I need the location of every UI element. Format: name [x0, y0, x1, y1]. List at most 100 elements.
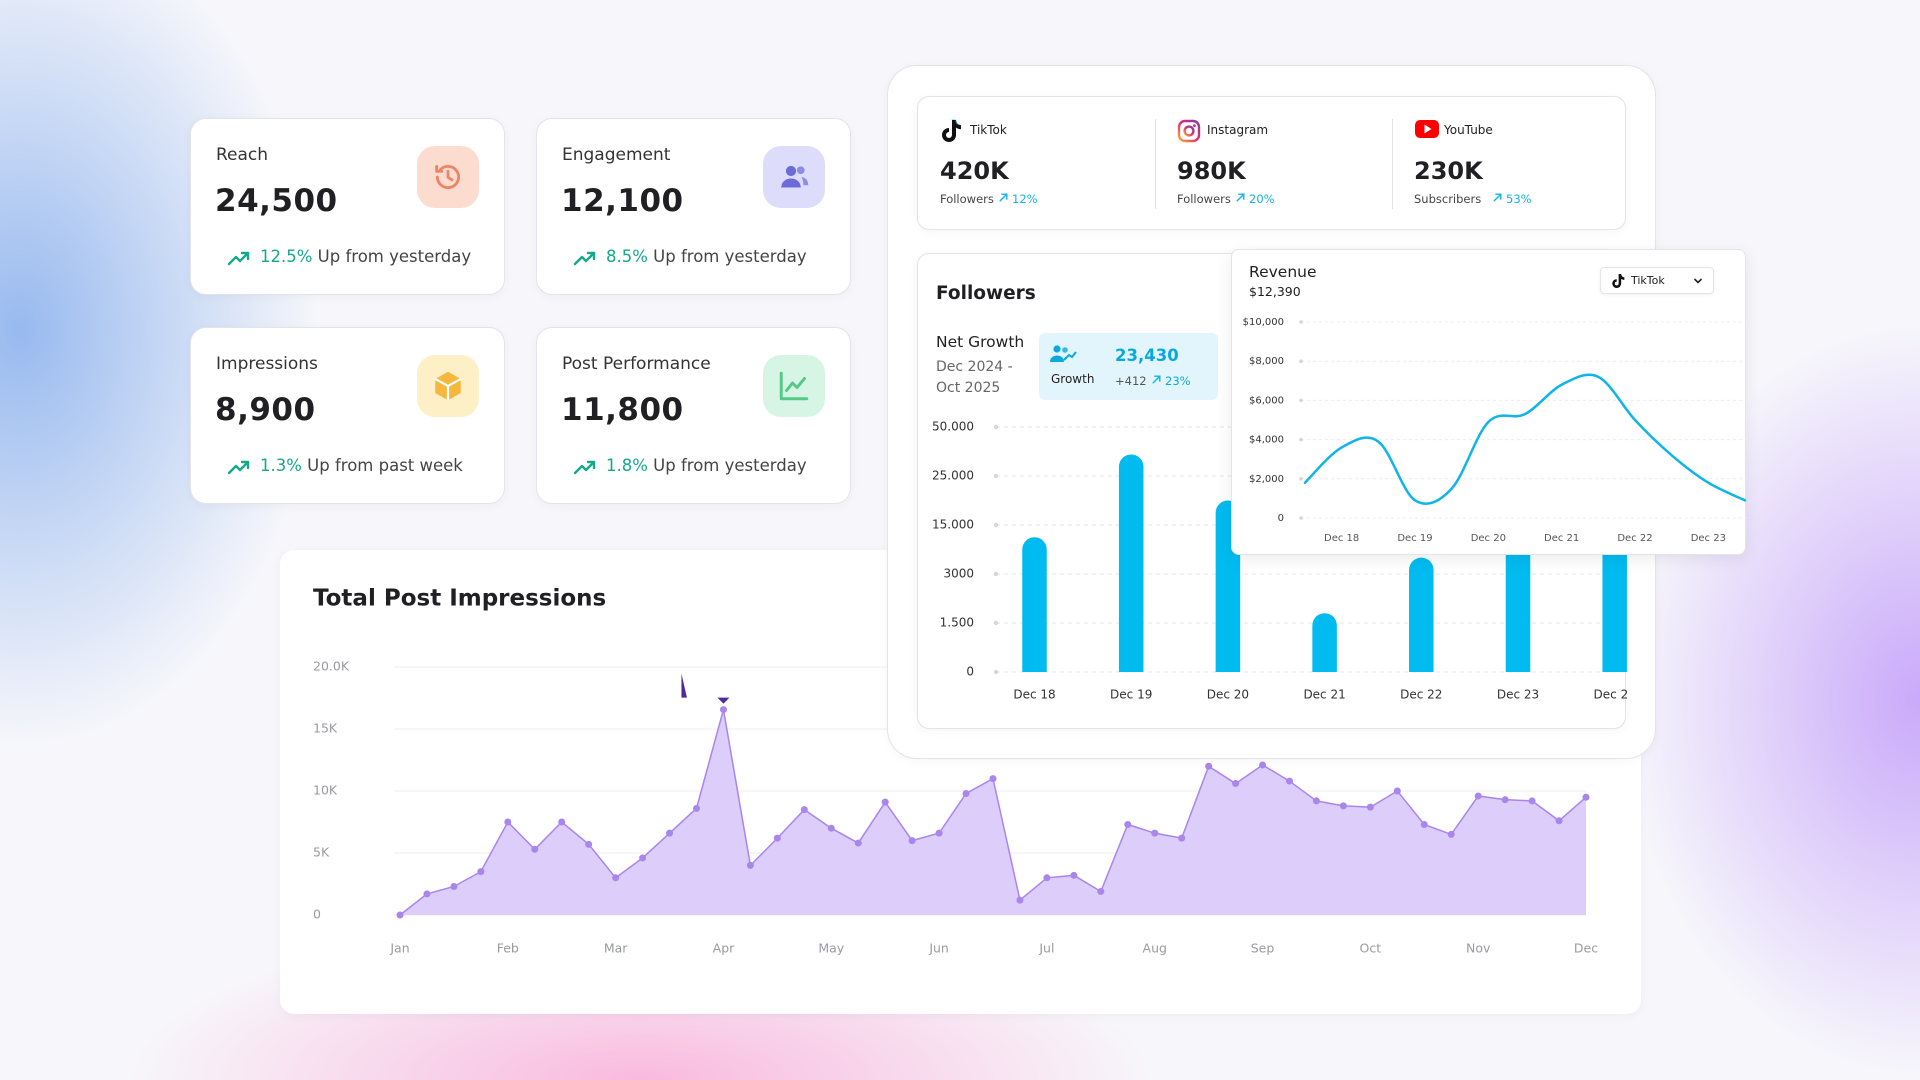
point [989, 775, 997, 783]
point [1232, 780, 1240, 788]
x-tick-label: Dec 21 [1544, 533, 1579, 544]
stat-card: Engagement 12,100 8.5% Up from yesterday [536, 118, 851, 295]
revenue-subtitle: $12,390 [1249, 284, 1301, 299]
period: Dec 2024 - Oct 2025 [936, 359, 1013, 396]
chevron [1693, 277, 1703, 285]
y-tick-label: 50.000 [932, 420, 974, 434]
x-tick-label: Dec 23 [1691, 533, 1726, 544]
platform-change-row: 12% [998, 192, 1038, 206]
up-arrow [1492, 192, 1503, 206]
tick-dot [1299, 477, 1303, 481]
point [1582, 793, 1590, 801]
chart-title: Total Post Impressions [313, 586, 606, 612]
trend-icon [227, 251, 251, 267]
bar [1022, 537, 1047, 672]
stat-change-row: 1.8% Up from yesterday [606, 456, 807, 475]
point [1312, 797, 1320, 805]
platform-icon-glyph [1177, 119, 1201, 143]
point [746, 861, 754, 869]
growth-change: 23% [1165, 374, 1191, 388]
stat-change: 1.3% [260, 456, 302, 475]
y-tick-label: $6,000 [1249, 395, 1284, 406]
y-tick-label: 1.500 [940, 616, 974, 630]
point [1259, 761, 1267, 769]
platform-metric: Followers [940, 192, 994, 206]
point [1178, 834, 1186, 842]
point [1151, 829, 1159, 837]
bar [1602, 537, 1627, 672]
point [908, 837, 916, 845]
point [639, 854, 647, 862]
tick-dot [1299, 320, 1303, 324]
x-tick-label: Dec 20 [1207, 688, 1249, 702]
trend-icon-glyph [573, 251, 596, 266]
platform-name: YouTube [1444, 123, 1493, 137]
stat-icon [417, 355, 479, 417]
stat-icon [763, 146, 825, 208]
stat-card: Impressions 8,900 1.3% Up from past week [190, 327, 505, 504]
growth-change-row: 23% [1151, 374, 1191, 388]
y-tick-label: 0 [966, 665, 974, 679]
point [773, 834, 781, 842]
point [585, 840, 593, 848]
stat-label: Reach [216, 145, 269, 165]
growth-label: Growth [1051, 372, 1095, 386]
y-tick-label: 0 [1278, 513, 1284, 524]
x-tick-label: Oct [1360, 941, 1382, 956]
y-tick-label: 20.0K [313, 659, 350, 674]
point [1528, 797, 1536, 805]
point [1447, 830, 1455, 838]
platform-icon [1414, 119, 1440, 143]
y-tick-label: $4,000 [1249, 435, 1284, 446]
stat-change-row: 12.5% Up from yesterday [260, 247, 471, 266]
stat-note: Up from yesterday [653, 456, 807, 475]
x-tick-label: Jan [389, 941, 409, 956]
y-tick-label: 15.000 [932, 518, 974, 532]
x-tick-label: Apr [713, 941, 735, 956]
stat-note: Up from yesterday [653, 247, 807, 266]
growth-value: 23,430 [1115, 346, 1179, 365]
up-arrow [1151, 374, 1162, 388]
x-tick-label: Dec 24 [1594, 688, 1627, 702]
point [1070, 871, 1078, 879]
point [1124, 820, 1132, 828]
platform-icon [940, 119, 966, 143]
platform-box: TikTok 420K Followers 12% Instagram 980K Follo… [917, 96, 1626, 230]
area [400, 709, 1586, 915]
point [477, 868, 485, 876]
platform-name: Instagram [1207, 123, 1269, 137]
revenue-title: Revenue [1249, 263, 1317, 281]
platform-change-row: 20% [1235, 192, 1275, 206]
platform-change: 12% [1012, 192, 1038, 206]
point [693, 804, 700, 812]
filter-icon [1611, 273, 1625, 289]
revenue-chart: 0 $2,000 $4,000 $6,000 $8,000 $10,000 Dec 18 De… [1243, 317, 1747, 544]
tick-dot [993, 522, 999, 528]
point [1339, 802, 1347, 810]
stat-change-row: 1.3% Up from past week [260, 456, 463, 475]
point [1043, 874, 1051, 882]
platform-metric: Subscribers [1414, 192, 1482, 206]
point [854, 839, 862, 847]
trend-icon [227, 460, 251, 476]
point [1555, 817, 1563, 825]
point [450, 882, 458, 890]
point [1393, 787, 1401, 795]
x-tick-label: Dec 19 [1110, 688, 1152, 702]
platform-value: 980K [1177, 157, 1246, 185]
x-tick-label: Dec 22 [1617, 533, 1652, 544]
x-tick-label: Jul [1038, 941, 1054, 956]
followers-chart: 0 1.500 3000 15.000 25.000 50.000 Dec 18 Dec 19… [932, 420, 1627, 702]
y-tick-label: 3000 [943, 567, 974, 581]
trend-icon [573, 460, 597, 476]
stat-value: 11,800 [561, 392, 684, 428]
stat-icon-glyph [434, 371, 462, 401]
tick-dot [1299, 437, 1303, 442]
filter-dropdown[interactable]: TikTok [1600, 267, 1714, 294]
up-arrow [1235, 192, 1246, 206]
platform-icon-glyph [942, 119, 961, 142]
platform-value: 230K [1414, 157, 1483, 185]
trend-icon-glyph [227, 251, 250, 266]
revenue-card: Revenue $12,390 TikTok 0 $2,000 $4,000 $6,000 $… [1231, 249, 1747, 555]
x-tick-label: Mar [604, 941, 628, 956]
